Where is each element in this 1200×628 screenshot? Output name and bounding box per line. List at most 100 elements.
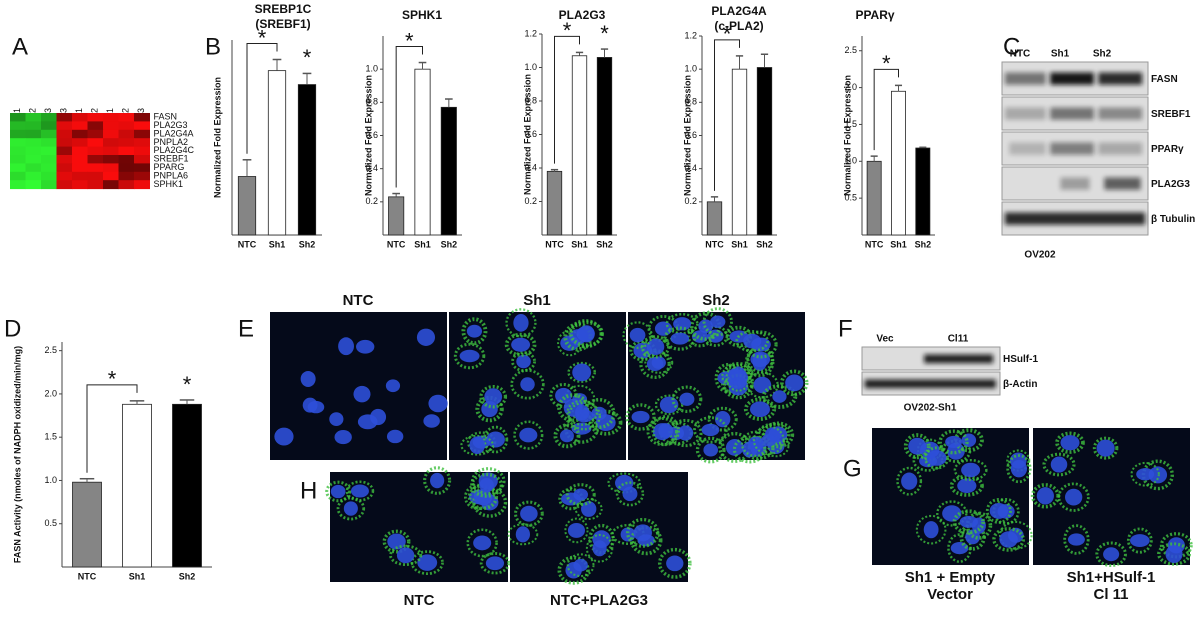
nucleus — [386, 429, 404, 444]
nucleus — [646, 338, 665, 356]
cytoplasm-stain — [567, 401, 602, 431]
nucleus — [923, 521, 939, 539]
heatmap-cell — [134, 163, 150, 173]
heatmap-cell — [10, 163, 26, 173]
heatmap-cell — [25, 129, 42, 139]
nucleus — [573, 558, 588, 572]
cytoplasm-stain — [651, 415, 680, 447]
blot-band — [1098, 72, 1143, 85]
y-axis-label: Normalized Fold Expression — [842, 75, 852, 196]
cytoplasm-stain — [479, 552, 511, 575]
heatmap-cell — [87, 121, 104, 131]
nucleus — [350, 484, 369, 498]
heatmap-cell — [103, 129, 119, 139]
panel-label: E — [238, 315, 254, 342]
heatmap-cell — [118, 138, 135, 148]
significance-marker: * — [723, 22, 732, 47]
heatmap-cell — [72, 129, 88, 139]
nucleus — [592, 540, 607, 557]
blot-band — [1004, 72, 1046, 85]
image-label: Sh1 + Empty — [905, 569, 996, 586]
chart-subtitle: (SREBF1) — [255, 17, 310, 31]
cytoplasm-stain — [588, 523, 615, 555]
nucleus — [1064, 488, 1083, 506]
heatmap-cell — [87, 171, 104, 181]
heatmap-cell — [103, 138, 119, 148]
heatmap-cell — [118, 121, 135, 131]
bar — [122, 403, 152, 568]
x-tick-label: Sh1 — [890, 239, 907, 249]
nucleus — [622, 486, 638, 502]
nucleus — [274, 427, 294, 446]
bar — [915, 147, 931, 236]
panel-label: F — [838, 315, 853, 342]
heatmap-row-label: PPARG — [154, 162, 185, 172]
bar — [237, 176, 257, 236]
cytoplasm-stain — [915, 514, 947, 545]
heatmap-cell — [134, 180, 150, 190]
cytoplasm-stain — [1006, 454, 1032, 484]
bar — [731, 68, 748, 236]
nucleus — [356, 339, 375, 354]
heatmap-cell — [41, 113, 57, 122]
nucleus — [484, 388, 503, 406]
x-tick-label: Sh2 — [299, 239, 316, 249]
panel-label: A — [12, 33, 28, 60]
blot-band — [1050, 142, 1094, 155]
blot-band — [1009, 142, 1046, 155]
cytoplasm-stain — [569, 320, 604, 348]
cytoplasm-stain — [743, 397, 777, 421]
y-tick-label: 0.5 — [844, 193, 857, 203]
nucleus — [1130, 534, 1150, 548]
heatmap-cell — [118, 146, 135, 156]
nucleus — [511, 337, 531, 352]
nucleus — [950, 541, 969, 555]
cytoplasm-stain — [1063, 524, 1090, 555]
y-tick-label: 0.4 — [365, 163, 378, 173]
cytoplasm-stain — [566, 553, 595, 578]
bar — [706, 201, 723, 236]
chart-title: PLA2G3 — [559, 8, 606, 22]
cytoplasm-stain — [924, 446, 950, 470]
cytoplasm-stain — [668, 418, 703, 448]
nucleus — [307, 400, 325, 414]
nucleus — [417, 554, 438, 571]
cytoplasm-stain — [453, 342, 486, 370]
cytoplasm-stain — [992, 527, 1025, 552]
y-tick-label: 0.2 — [365, 196, 378, 206]
y-tick-label: 0.2 — [524, 196, 537, 206]
heatmap-row-label: PLA2G4A — [154, 128, 194, 138]
heatmap-cell — [134, 138, 150, 148]
heatmap-row-label: PLA2G3 — [154, 120, 188, 130]
heatmap-cell — [25, 155, 42, 164]
cytoplasm-stain — [657, 547, 692, 579]
nucleus — [555, 387, 573, 404]
significance-marker: * — [258, 25, 267, 50]
y-axis-label: Normalized Fold Expression — [212, 77, 222, 198]
cytoplasm-stain — [725, 363, 751, 392]
nucleus — [761, 434, 777, 447]
blot-caption: OV202-Sh1 — [904, 403, 957, 414]
significance-bracket — [86, 384, 138, 473]
image-label: Cl 11 — [1093, 586, 1128, 603]
blot-row-label: β Tubulin — [1151, 214, 1195, 225]
nucleus — [677, 425, 694, 441]
bar — [440, 106, 457, 236]
heatmap-cell — [87, 163, 104, 173]
cytoplasm-stain — [511, 351, 536, 372]
heatmap-cell — [56, 163, 73, 173]
lane-label: NTC — [1010, 49, 1031, 60]
nucleus — [1050, 456, 1068, 473]
x-tick-label: Sh1 — [129, 571, 146, 581]
cytoplasm-stain — [671, 385, 703, 413]
heatmap-cell — [103, 171, 119, 181]
nucleus — [749, 401, 770, 418]
cytoplasm-stain — [567, 361, 596, 383]
cytoplasm-stain — [553, 423, 581, 449]
image-label: NTC+PLA2G3 — [550, 592, 648, 609]
blot-band — [1004, 107, 1046, 120]
nucleus — [999, 531, 1018, 548]
y-tick-label: 1.5 — [44, 432, 57, 442]
cytoplasm-stain — [626, 517, 660, 548]
cytoplasm-stain — [615, 481, 645, 507]
